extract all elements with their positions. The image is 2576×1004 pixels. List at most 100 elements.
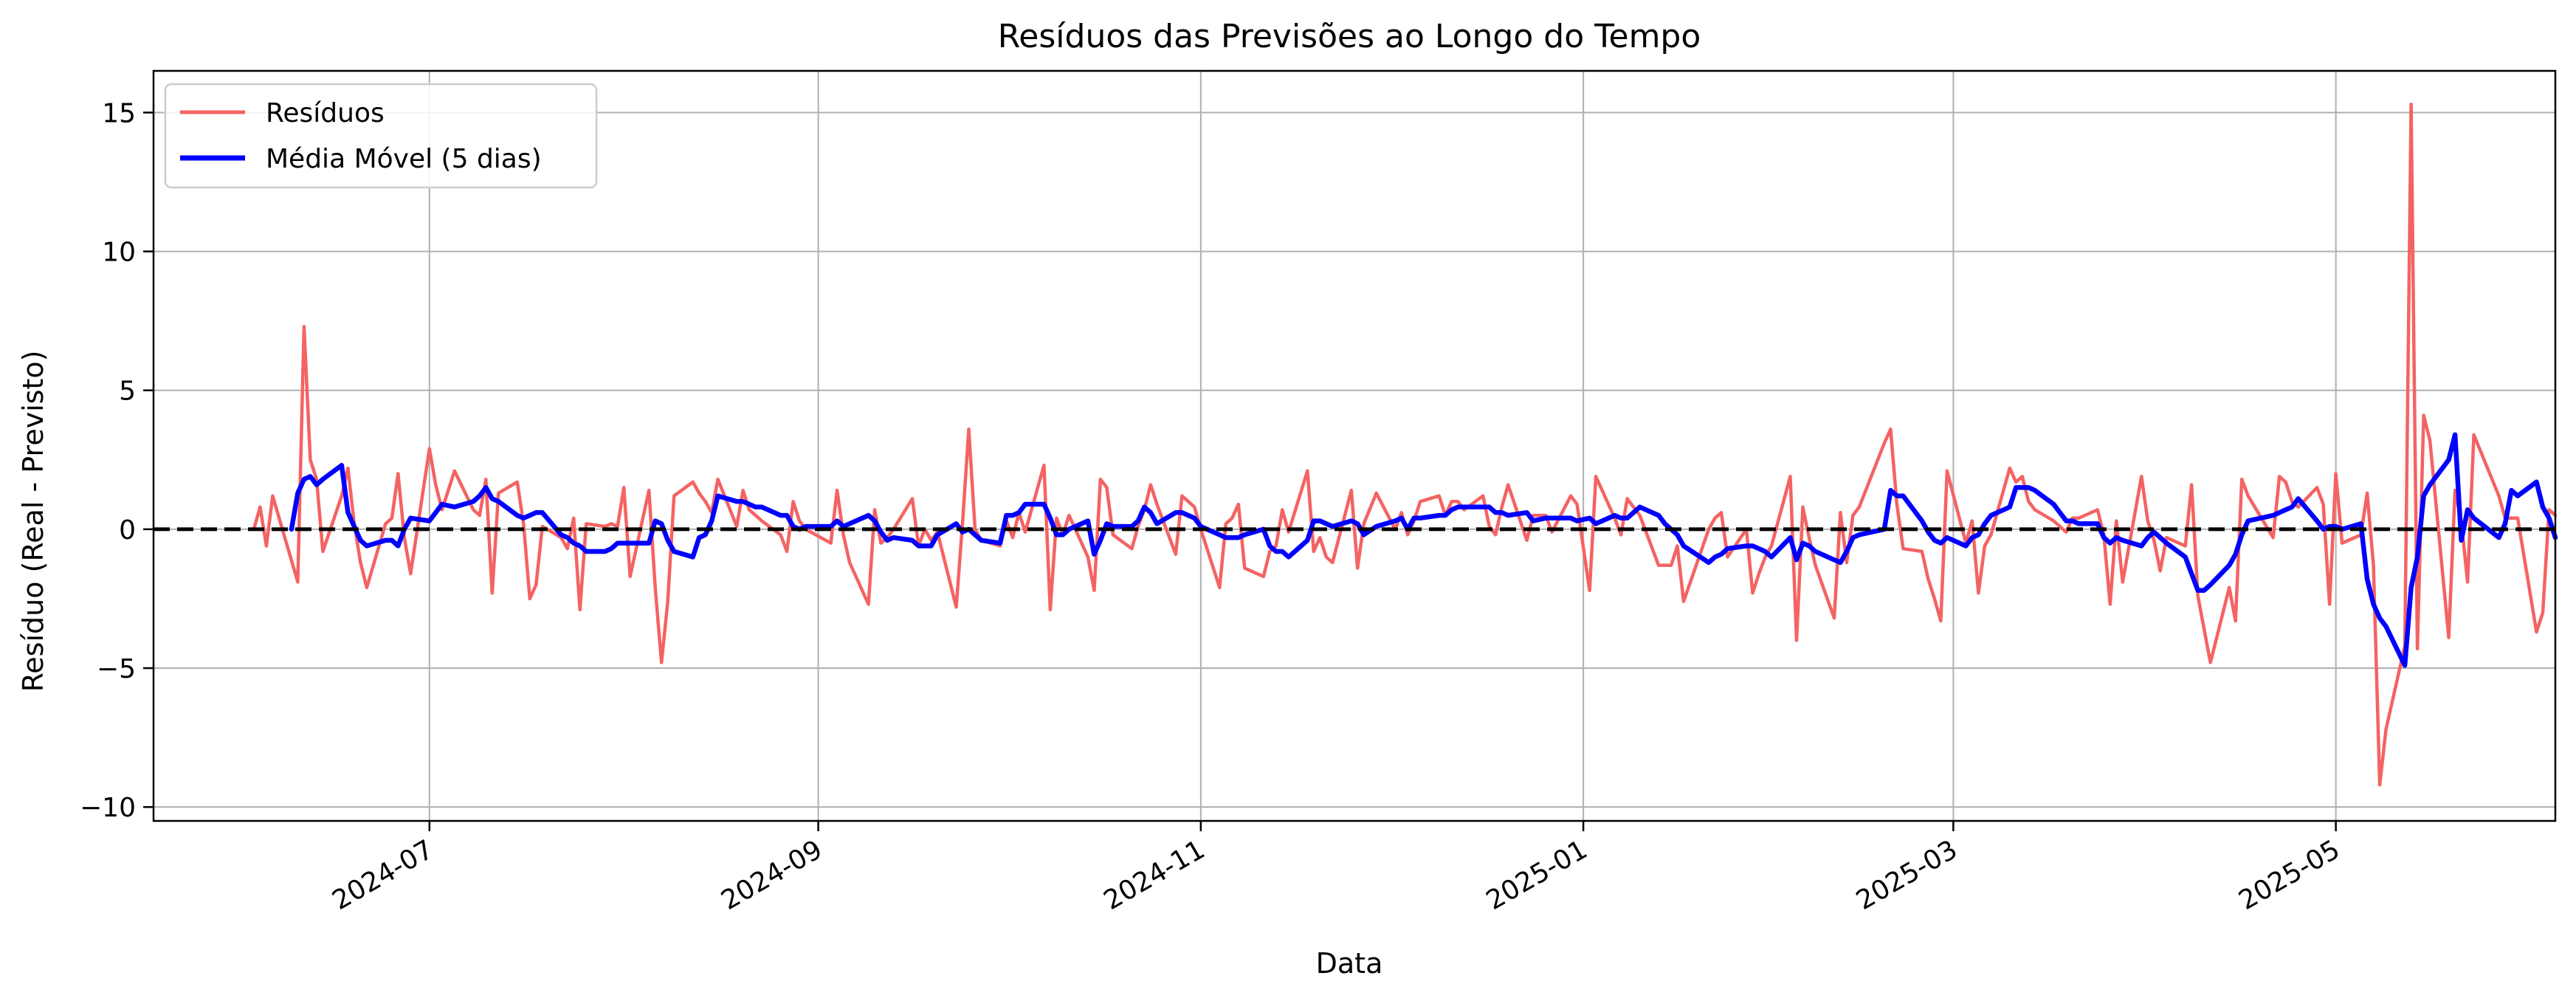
media-movel-point [1757,548,1760,550]
residuo-point [1657,564,1660,566]
y-tick-label: 15 [102,98,136,128]
residuo-point [435,484,437,486]
residuo-point [1363,523,1365,525]
residuo-point [340,495,343,497]
media-movel-point [742,501,744,503]
media-movel-point [1921,520,1924,522]
residuo-point [735,525,738,528]
media-movel-point [1802,542,1804,544]
media-movel-point [309,475,311,478]
residuo-point [2247,495,2249,497]
media-movel-point [1231,537,1233,539]
residuo-point [497,492,500,495]
residuo-point [1808,537,1811,539]
media-movel-point [2228,564,2231,566]
residuo-point [1977,592,1980,594]
residuo-point [2184,545,2186,547]
residuo-point [1225,523,1227,525]
residuo-point [1112,534,1115,536]
media-movel-point [667,539,669,542]
media-movel-point [1281,550,1284,553]
residuo-point [365,586,368,589]
media-movel-point [1569,517,1572,519]
residuo-point [742,489,744,492]
residuo-point [867,603,869,605]
media-movel-point [1350,520,1353,522]
residuo-point [1400,512,1402,514]
media-movel-point [1507,514,1509,517]
residuo-point [385,523,387,525]
residuo-point [2115,520,2118,522]
residuo-point [2059,525,2061,528]
media-movel-point [1619,517,1622,519]
residuo-point [1450,501,1453,503]
y-tick-label: −10 [80,793,136,823]
media-movel-point [491,498,493,500]
residuo-point [1626,498,1628,500]
residuo-point [1921,550,1924,553]
media-movel-point [1626,517,1628,519]
residuo-point [1927,578,1929,580]
residuo-point [516,481,518,484]
residuo-point [579,608,581,611]
media-movel-point [340,464,343,467]
residuo-point [1707,528,1710,531]
residuo-point [1726,556,1729,558]
residuo-point [1093,589,1095,591]
residuo-point [654,586,656,589]
residuo-point [1231,517,1233,519]
residuo-point [2498,495,2500,497]
media-movel-point [1482,506,1484,508]
residuo-point [785,550,788,553]
residuo-point [1011,537,1014,539]
media-movel-point [717,495,719,497]
residuo-point [1086,556,1089,558]
media-movel-point [1061,534,1064,536]
media-movel-point [566,537,568,539]
media-movel-point [917,545,920,547]
residuo-point [2448,636,2450,639]
residuo-point [2541,611,2544,613]
residuo-point [604,525,606,528]
residuo-point [1983,545,1986,547]
residuo-point [1770,545,1773,547]
media-movel-point [390,539,393,542]
residuo-point [880,542,882,544]
media-movel-point [711,520,713,522]
residuo-point [629,575,631,578]
media-movel-point [2121,539,2124,542]
media-movel-point [428,520,430,522]
media-movel-point [1946,537,1949,539]
media-movel-point [974,534,977,536]
media-movel-point [692,556,694,558]
residuo-point [1287,531,1290,533]
residuo-point [410,572,412,575]
media-movel-point [560,534,562,536]
residuo-point [1507,484,1509,486]
residuo-point [1488,525,1490,528]
media-movel-point [2203,589,2205,591]
residuo-point [623,486,625,489]
residuo-point [272,495,274,497]
media-movel-point [610,548,613,550]
residuo-point [1375,492,1377,495]
media-movel-point [1770,556,1773,558]
media-movel-point [2284,509,2287,511]
media-movel-point [1444,514,1447,517]
residuo-point [2473,433,2475,436]
media-movel-point [353,525,356,528]
residuo-point [1845,561,1848,564]
residuo-point [297,581,299,583]
media-movel-point [385,539,387,542]
residuo-point [760,520,763,522]
media-movel-point [1839,561,1842,564]
residuo-point [2159,570,2161,572]
residuo-point [1858,506,1861,508]
media-movel-point [347,512,349,514]
media-movel-point [1018,512,1020,514]
media-movel-point [867,514,869,517]
residuo-point [2422,414,2425,416]
media-movel-point [1676,534,1678,536]
media-movel-point [2166,542,2168,544]
residuo-point [1752,592,1754,594]
